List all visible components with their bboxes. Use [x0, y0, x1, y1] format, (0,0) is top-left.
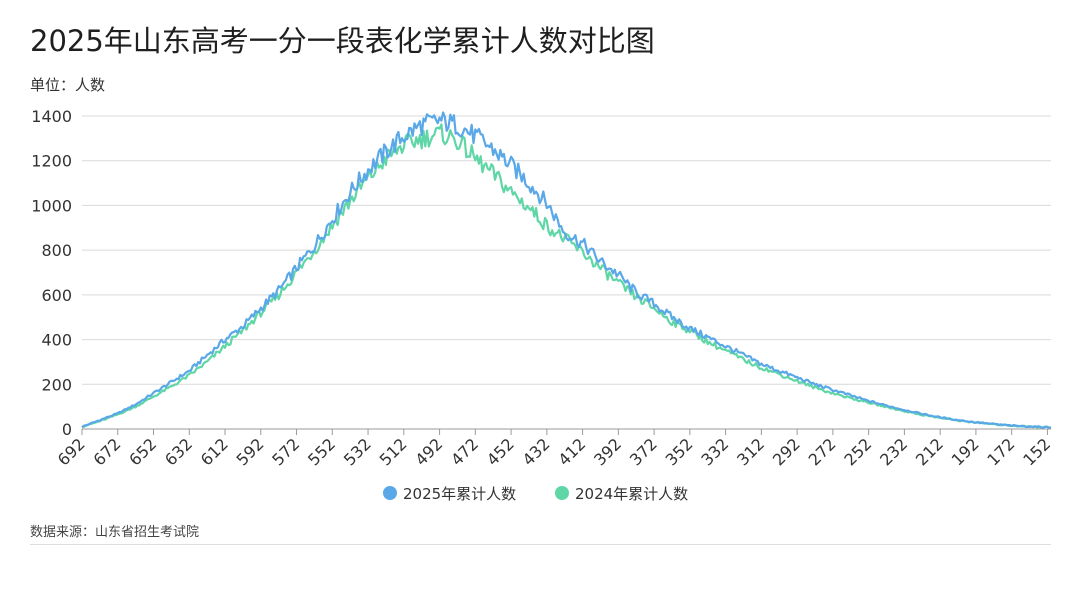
- x-tick-label: 432: [519, 434, 554, 469]
- x-tick-label: 572: [268, 434, 303, 469]
- y-tick-label: 800: [41, 241, 72, 260]
- x-tick-label: 452: [483, 434, 518, 469]
- x-tick-label: 412: [554, 434, 589, 469]
- x-tick-label: 492: [411, 434, 446, 469]
- chart-title: 2025年山东高考一分一段表化学累计人数对比图: [30, 24, 655, 58]
- y-tick-label: 1400: [31, 107, 72, 126]
- grid-lines: [82, 115, 1051, 430]
- x-axis: 692 672 652 632 612 592 572 552 532 512 492 472 452 4…: [54, 428, 1054, 469]
- series-line-2025: [81, 111, 1052, 429]
- x-tick-label: 652: [125, 434, 160, 469]
- x-tick-label: 332: [697, 434, 732, 469]
- x-tick-label: 152: [1019, 434, 1054, 469]
- legend-label-2024: 2024年累计人数: [575, 485, 688, 503]
- series-line-2024: [81, 123, 1052, 429]
- x-tick-label: 312: [733, 434, 768, 469]
- x-tick-label: 612: [197, 434, 232, 469]
- x-tick-label: 552: [304, 434, 339, 469]
- x-tick-label: 232: [876, 434, 911, 469]
- x-tick-label: 692: [54, 434, 89, 469]
- y-tick-label: 400: [41, 331, 72, 350]
- x-tick-label: 372: [626, 434, 661, 469]
- x-tick-label: 512: [376, 434, 411, 469]
- x-tick-label: 532: [340, 434, 375, 469]
- y-tick-label: 200: [41, 375, 72, 394]
- legend-label-2025: 2025年累计人数: [403, 485, 516, 503]
- y-tick-label: 0: [62, 420, 72, 439]
- legend-marker-2024: [555, 486, 569, 500]
- series-lines: [81, 111, 1052, 429]
- y-tick-label: 600: [41, 286, 72, 305]
- unit-label: 单位：人数: [30, 76, 106, 94]
- x-tick-label: 392: [590, 434, 625, 469]
- y-tick-label: 1000: [31, 196, 72, 215]
- footer-divider: [30, 544, 1051, 545]
- x-tick-label: 252: [840, 434, 875, 469]
- x-tick-label: 272: [805, 434, 840, 469]
- y-axis-ticks: 0 200 400 600 800 1000 1200 1400: [31, 107, 72, 439]
- data-source: 数据来源：山东省招生考试院: [30, 525, 200, 540]
- x-tick-label: 672: [90, 434, 125, 469]
- x-tick-label: 292: [769, 434, 804, 469]
- x-tick-label: 212: [912, 434, 947, 469]
- y-tick-label: 1200: [31, 152, 72, 171]
- legend: 2025年累计人数 2024年累计人数: [383, 485, 688, 503]
- x-tick-label: 352: [662, 434, 697, 469]
- legend-marker-2025: [383, 486, 397, 500]
- x-tick-label: 632: [161, 434, 196, 469]
- x-tick-label: 172: [983, 434, 1018, 469]
- x-tick-label: 472: [447, 434, 482, 469]
- x-tick-label: 592: [233, 434, 268, 469]
- x-tick-label: 192: [948, 434, 983, 469]
